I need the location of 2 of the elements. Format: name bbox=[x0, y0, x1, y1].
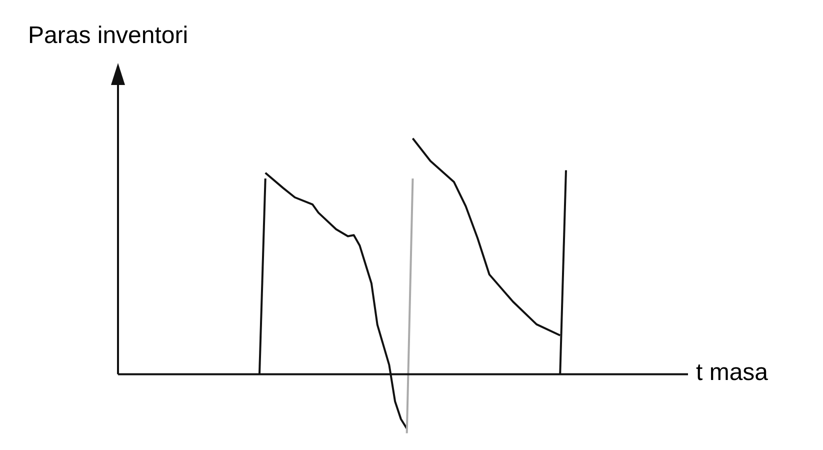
y-axis-title: Paras inventori bbox=[28, 22, 188, 50]
x-axis-title: t masa bbox=[696, 359, 768, 388]
